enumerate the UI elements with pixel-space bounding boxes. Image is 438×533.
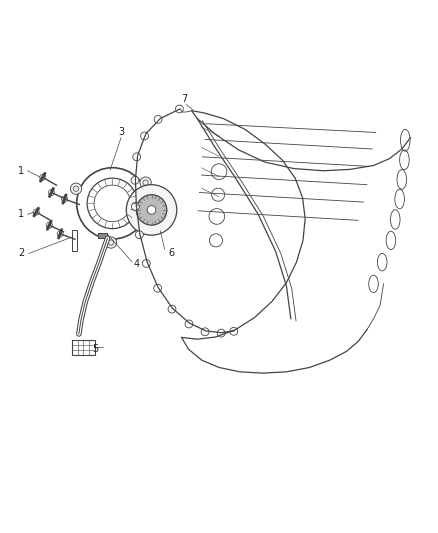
Circle shape	[168, 305, 176, 313]
Circle shape	[201, 328, 209, 336]
Circle shape	[142, 260, 150, 268]
Circle shape	[147, 206, 156, 214]
Circle shape	[136, 195, 167, 225]
Text: 1: 1	[18, 166, 24, 176]
FancyBboxPatch shape	[98, 233, 107, 238]
Text: 3: 3	[118, 127, 124, 138]
Circle shape	[230, 327, 238, 335]
Circle shape	[154, 284, 162, 292]
Text: 6: 6	[168, 248, 174, 259]
Circle shape	[131, 176, 139, 184]
Text: 7: 7	[181, 94, 187, 104]
Circle shape	[141, 132, 148, 140]
Circle shape	[154, 116, 162, 123]
Text: 5: 5	[92, 344, 98, 354]
Circle shape	[185, 320, 193, 328]
Circle shape	[131, 203, 139, 211]
Circle shape	[71, 183, 82, 195]
Circle shape	[176, 105, 184, 113]
Circle shape	[135, 231, 143, 239]
Circle shape	[133, 153, 141, 161]
Circle shape	[126, 184, 177, 235]
FancyBboxPatch shape	[72, 340, 95, 355]
Circle shape	[140, 177, 151, 188]
Circle shape	[217, 329, 225, 337]
Text: 2: 2	[18, 248, 24, 259]
Text: 4: 4	[133, 260, 139, 269]
Circle shape	[106, 237, 117, 248]
Text: 1: 1	[18, 209, 24, 219]
FancyBboxPatch shape	[72, 230, 77, 251]
